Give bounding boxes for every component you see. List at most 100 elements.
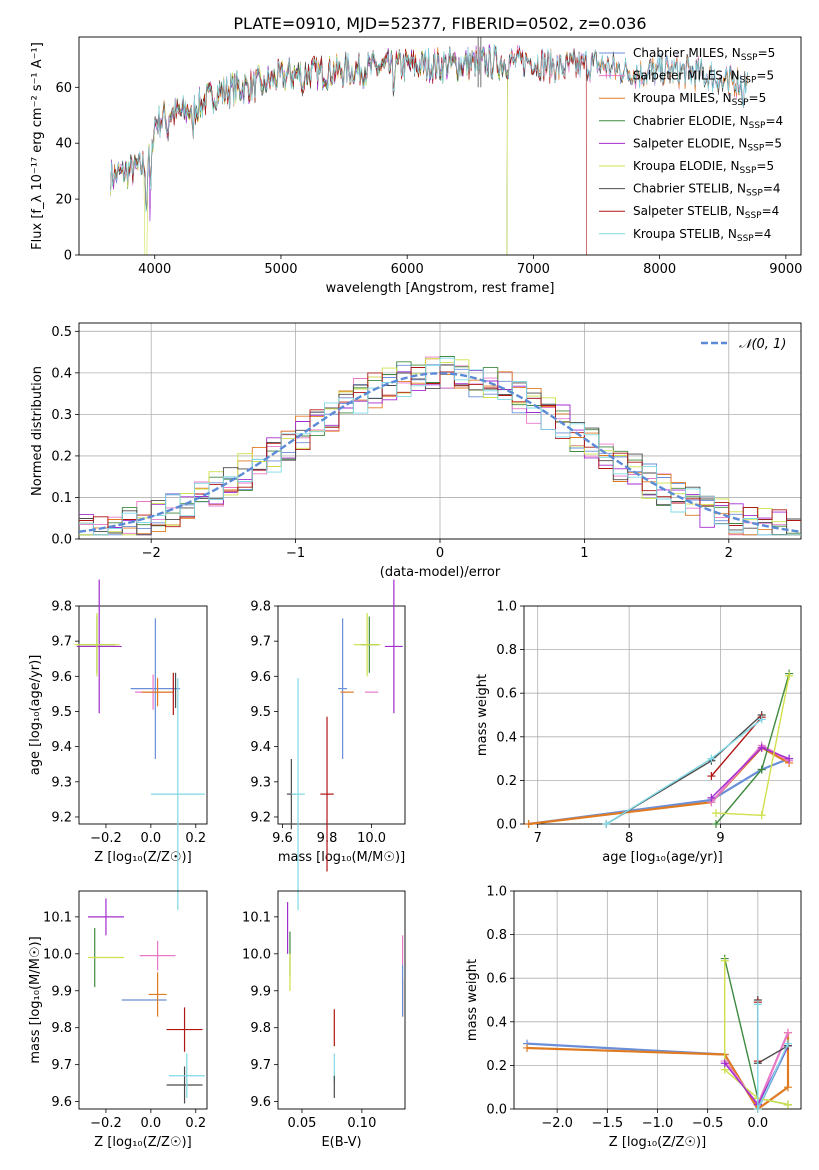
y-tick-label: 10.0: [43, 947, 72, 962]
legend-label: 𝒩(0, 1): [739, 337, 786, 352]
y-tick-label: 10.1: [43, 910, 72, 925]
x-tick-label: 7000: [517, 262, 550, 277]
y-tick-label: 0: [64, 249, 72, 264]
y-tick-label: 60: [55, 81, 72, 96]
y-tick-label: 9.6: [250, 1095, 271, 1110]
axes-frame: [277, 890, 406, 1110]
y-tick-label: 0.8: [496, 643, 517, 658]
x-tick-label: 9000: [769, 262, 802, 277]
legend-label: Chabrier ELODIE, NSSP=4: [633, 114, 783, 131]
y-axis-label: mass weight: [465, 959, 480, 1041]
x-tick-label: −2.0: [541, 1116, 573, 1131]
x-tick-label: 0.2: [185, 831, 206, 846]
weight-marker: [757, 743, 766, 752]
x-tick-label: 0: [436, 546, 444, 561]
y-tick-label: 9.9: [51, 984, 72, 999]
weight-line: [715, 675, 790, 817]
axes-frame: [513, 890, 802, 1110]
y-tick-label: 0.1: [51, 491, 72, 506]
legend-label: Salpeter STELIB, NSSP=4: [633, 204, 779, 221]
y-tick-label: 40: [55, 137, 72, 152]
x-tick-label: 8: [625, 831, 633, 846]
weight-line: [710, 716, 763, 777]
x-axis-label: age [log₁₀(age/yr)]: [602, 850, 723, 865]
x-tick-label: 0.10: [347, 1116, 376, 1131]
weight-marker: [711, 820, 720, 828]
mass-vs-Z-axes: −0.2 0.0 0.2 9.6 9.7 9.8 9.9 10.0 10.1 Z [log₁₀(Z…: [28, 890, 208, 1150]
x-axis-label: mass [log₁₀(M/M☉)]: [278, 850, 405, 865]
spectrum-line: [110, 44, 748, 213]
y-axis-label: Flux [f_λ 10⁻¹⁷ erg cm⁻² s⁻¹ A⁻¹]: [30, 42, 45, 250]
x-axis-label: wavelength [Angstrom, rest frame]: [326, 281, 555, 296]
y-tick-label: 0.8: [486, 928, 507, 943]
y-tick-label: 9.6: [250, 670, 271, 685]
weight-marker: [524, 820, 533, 828]
y-tick-label: 0.6: [496, 687, 517, 702]
histogram-series: [79, 357, 801, 536]
y-tick-label: 9.2: [250, 810, 271, 825]
x-axis-label: Z [log₁₀(Z/Z☉)]: [609, 1135, 706, 1150]
y-tick-label: 9.3: [51, 775, 72, 790]
y-tick-label: 10.0: [242, 947, 271, 962]
legend-label: Chabrier STELIB, NSSP=4: [633, 182, 781, 199]
x-axis-label: (data-model)/error: [380, 565, 501, 580]
y-tick-label: 9.8: [250, 600, 271, 615]
y-tick-label: 9.8: [51, 1021, 72, 1036]
axes-frame: [277, 605, 406, 825]
y-tick-label: 1.0: [486, 885, 507, 900]
x-tick-label: 9: [716, 831, 724, 846]
spectrum-line: [110, 46, 587, 255]
legend-label: Kroupa MILES, NSSP=5: [633, 91, 766, 108]
y-tick-label: 0.2: [51, 449, 72, 464]
y-tick-label: 0.4: [486, 1015, 507, 1030]
x-tick-label: 0.05: [287, 1116, 316, 1131]
weight-marker: [783, 1028, 792, 1037]
weight-marker: [711, 809, 720, 818]
y-tick-label: 1.0: [496, 600, 517, 615]
y-tick-label: 0.4: [51, 366, 72, 381]
weight-marker: [753, 1105, 762, 1113]
y-tick-label: 9.4: [51, 740, 72, 755]
histogram-series: [79, 367, 801, 530]
weight-marker: [707, 793, 716, 802]
y-tick-label: 0.2: [486, 1059, 507, 1074]
weight-marker: [757, 765, 766, 774]
mass-weight-vs-age-axes: 7 8 9 0.0 0.2 0.4 0.6 0.8 1.0 age [log₁₀(age/yr)]…: [475, 600, 802, 865]
weight-marker: [783, 1039, 792, 1048]
x-tick-label: −0.2: [90, 831, 122, 846]
x-tick-label: −2: [142, 546, 161, 561]
y-axis-label: mass weight: [475, 674, 490, 756]
x-tick-label: −0.5: [692, 1116, 724, 1131]
x-tick-label: 10.0: [357, 831, 386, 846]
x-tick-label: −1.0: [642, 1116, 674, 1131]
y-tick-label: 0.5: [51, 325, 72, 340]
weight-marker: [707, 772, 716, 781]
weight-line: [724, 960, 789, 1106]
weight-marker: [785, 754, 794, 763]
x-tick-label: 2: [725, 546, 733, 561]
weight-line: [724, 958, 789, 1106]
axes-frame: [78, 36, 802, 256]
weight-marker: [720, 956, 729, 965]
x-tick-label: 1: [580, 546, 588, 561]
y-tick-label: 0.4: [496, 730, 517, 745]
x-tick-label: 8000: [643, 262, 676, 277]
y-tick-label: 9.8: [250, 1021, 271, 1036]
y-tick-label: 20: [55, 193, 72, 208]
axes-frame: [78, 605, 208, 825]
spectrum-axes: 4000 5000 6000 7000 8000 9000 0 20 40 60 wavelengt…: [30, 36, 802, 296]
y-tick-label: 9.2: [51, 810, 72, 825]
y-tick-label: 0.0: [51, 533, 72, 548]
y-axis-label: mass [log₁₀(M/M☉)]: [28, 936, 43, 1063]
mass-vs-ebv-axes: 0.05 0.10 9.6 9.7 9.8 9.9 10.0 10.1 E(B-V): [242, 890, 406, 1150]
y-tick-label: 0.3: [51, 408, 72, 423]
plot-layer: 4000 5000 6000 7000 8000 90000204060wavelengt…: [28, 36, 802, 1150]
figure-title: PLATE=0910, MJD=52377, FIBERID=0502, z=0…: [233, 14, 646, 33]
weight-line: [715, 673, 790, 825]
legend-label: Kroupa STELIB, NSSP=4: [633, 227, 771, 244]
y-tick-label: 9.8: [51, 600, 72, 615]
weight-marker: [707, 754, 716, 763]
y-tick-label: 0.6: [486, 972, 507, 987]
x-axis-label: Z [log₁₀(Z/Z☉)]: [94, 850, 191, 865]
